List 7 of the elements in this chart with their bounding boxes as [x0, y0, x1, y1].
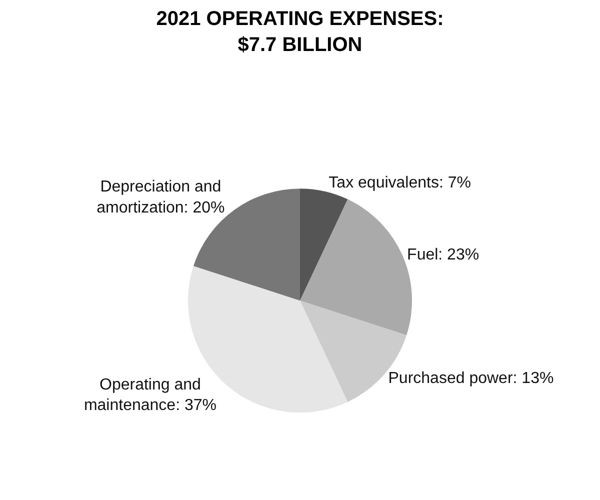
slice-label: Fuel: 23% — [407, 246, 480, 264]
pie-slice — [300, 188, 348, 301]
slice-label: Tax equivalents: 7% — [328, 174, 471, 192]
slice-label: Purchased power: 13% — [388, 370, 554, 387]
slice-label: Operating and maintenance: 37% — [84, 376, 216, 414]
slice-label: Depreciation and amortization: 20% — [96, 178, 225, 217]
chart-title: 2021 OPERATING EXPENSES: $7.7 BILLION — [156, 8, 444, 56]
